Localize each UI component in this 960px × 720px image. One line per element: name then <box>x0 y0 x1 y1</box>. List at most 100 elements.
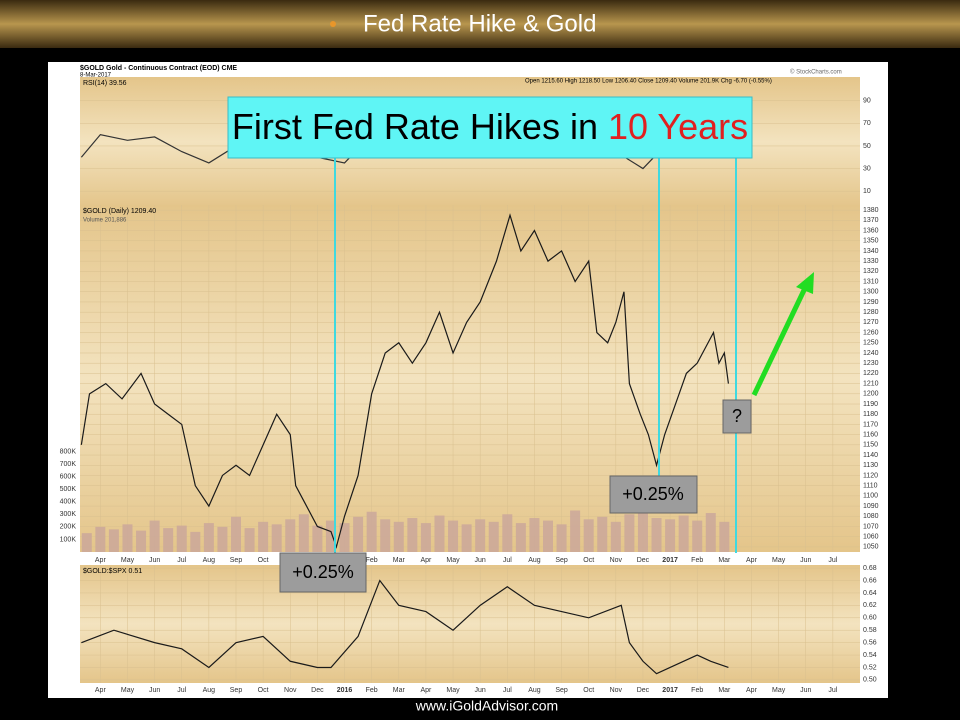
y-tick-label: 1100 <box>863 493 878 500</box>
arrow-head <box>796 272 814 294</box>
x-tick-label: Aug <box>528 557 541 564</box>
volume-bar <box>719 521 730 552</box>
volume-bar <box>651 518 662 552</box>
x-tick-label: Jul <box>503 687 512 694</box>
y-tick-label: 1380 <box>863 207 879 214</box>
volume-bar <box>163 528 174 552</box>
volume-tick-label: 300K <box>60 511 77 518</box>
panel-bg <box>80 205 860 552</box>
price-line <box>80 213 730 549</box>
volume-tick-label: 800K <box>60 448 77 455</box>
volume-tick-label: 200K <box>60 524 77 531</box>
chart-quote: Open 1215.60 High 1218.50 Low 1206.40 Cl… <box>525 79 772 85</box>
x-tick-label: Aug <box>203 557 216 564</box>
x-tick-label: Mar <box>393 557 406 564</box>
x-tick-label: May <box>121 557 135 564</box>
x-tick-label: Apr <box>420 557 432 564</box>
volume-bar <box>176 525 187 552</box>
x-tick-label: Jul <box>177 687 186 694</box>
headline: First Fed Rate Hikes in 10 Years <box>232 106 748 147</box>
volume-bar <box>231 516 241 552</box>
volume-bar <box>95 526 106 552</box>
panel-label: $GOLD:$SPX 0.51 <box>83 568 142 575</box>
y-tick-label: 1310 <box>863 278 879 285</box>
chart-date: 8-Mar-2017 <box>80 73 112 79</box>
y-tick-label: 10 <box>863 188 871 195</box>
volume-bar <box>475 519 486 552</box>
x-tick-label: Apr <box>746 687 758 694</box>
y-tick-label: 1080 <box>863 513 879 520</box>
volume-bar <box>258 521 269 552</box>
x-tick-label: Apr <box>746 557 758 564</box>
volume-bar <box>488 521 499 552</box>
y-tick-label: 1290 <box>863 299 879 306</box>
volume-bar <box>366 511 377 552</box>
x-tick-label: Feb <box>691 557 703 564</box>
volume-bar <box>420 523 431 552</box>
x-tick-label: Sep <box>555 557 568 564</box>
y-tick-label: 1370 <box>863 217 879 224</box>
x-tick-label: Mar <box>718 687 731 694</box>
y-tick-label: 0.68 <box>863 565 877 572</box>
hike-box <box>279 552 367 593</box>
x-tick-label: Aug <box>203 687 216 694</box>
x-tick-label: Dec <box>311 687 324 694</box>
x-tick-label: Jul <box>828 687 837 694</box>
panel-bg <box>80 565 860 683</box>
hike-label: +0.25% <box>622 484 684 504</box>
y-tick-label: 0.64 <box>863 590 877 597</box>
y-tick-label: 1130 <box>863 462 878 469</box>
x-tick-label: May <box>772 687 786 694</box>
volume-bar <box>203 523 214 552</box>
y-tick-label: 1240 <box>863 350 879 357</box>
y-tick-label: 1330 <box>863 258 879 265</box>
y-tick-label: 90 <box>863 98 871 105</box>
volume-tick-label: 600K <box>60 473 77 480</box>
x-tick-label: Mar <box>718 557 731 564</box>
x-tick-label: Jun <box>149 557 160 564</box>
y-tick-label: 1160 <box>863 431 878 438</box>
title-band <box>0 0 960 48</box>
x-tick-label: May <box>446 557 460 564</box>
hike-label: +0.25% <box>292 562 354 582</box>
volume-bar <box>583 519 594 552</box>
panel-label: RSI(14) 39.56 <box>83 80 127 87</box>
y-tick-label: 1360 <box>863 227 879 234</box>
volume-bar <box>448 520 459 552</box>
volume-bar <box>678 515 689 552</box>
x-tick-label: Aug <box>528 687 541 694</box>
volume-bar <box>190 531 201 552</box>
y-tick-label: 0.52 <box>863 664 877 671</box>
price-line <box>81 579 729 675</box>
hike-box <box>609 475 698 514</box>
volume-bar <box>136 530 147 552</box>
x-tick-label: Jun <box>149 687 160 694</box>
y-tick-label: 1120 <box>863 472 878 479</box>
x-tick-label: 2017 <box>662 687 678 694</box>
y-tick-label: 0.62 <box>863 602 877 609</box>
volume-tick-label: 500K <box>60 486 77 493</box>
x-tick-label: May <box>772 557 786 564</box>
y-tick-label: 0.54 <box>863 652 877 659</box>
x-tick-label: Dec <box>637 557 650 564</box>
y-tick-label: 1340 <box>863 248 879 255</box>
x-tick-label: Feb <box>366 687 378 694</box>
volume-bar <box>298 514 309 552</box>
y-tick-label: 0.58 <box>863 627 877 634</box>
x-tick-label: May <box>446 687 460 694</box>
volume-bar <box>502 514 513 552</box>
y-tick-label: 1200 <box>863 391 879 398</box>
y-tick-label: 1270 <box>863 319 879 326</box>
x-tick-label: Sep <box>230 687 243 694</box>
volume-bar <box>353 516 364 552</box>
x-tick-label: Jun <box>800 557 811 564</box>
x-tick-label: Jul <box>828 557 837 564</box>
y-tick-label: 1180 <box>863 411 878 418</box>
y-tick-label: 1280 <box>863 309 879 316</box>
x-tick-label: Oct <box>583 557 594 564</box>
chart-source: © StockCharts.com <box>790 69 842 76</box>
volume-bar <box>380 519 391 552</box>
x-tick-label: Jul <box>177 557 186 564</box>
y-tick-label: 1070 <box>863 523 879 530</box>
y-tick-label: 0.56 <box>863 639 877 646</box>
